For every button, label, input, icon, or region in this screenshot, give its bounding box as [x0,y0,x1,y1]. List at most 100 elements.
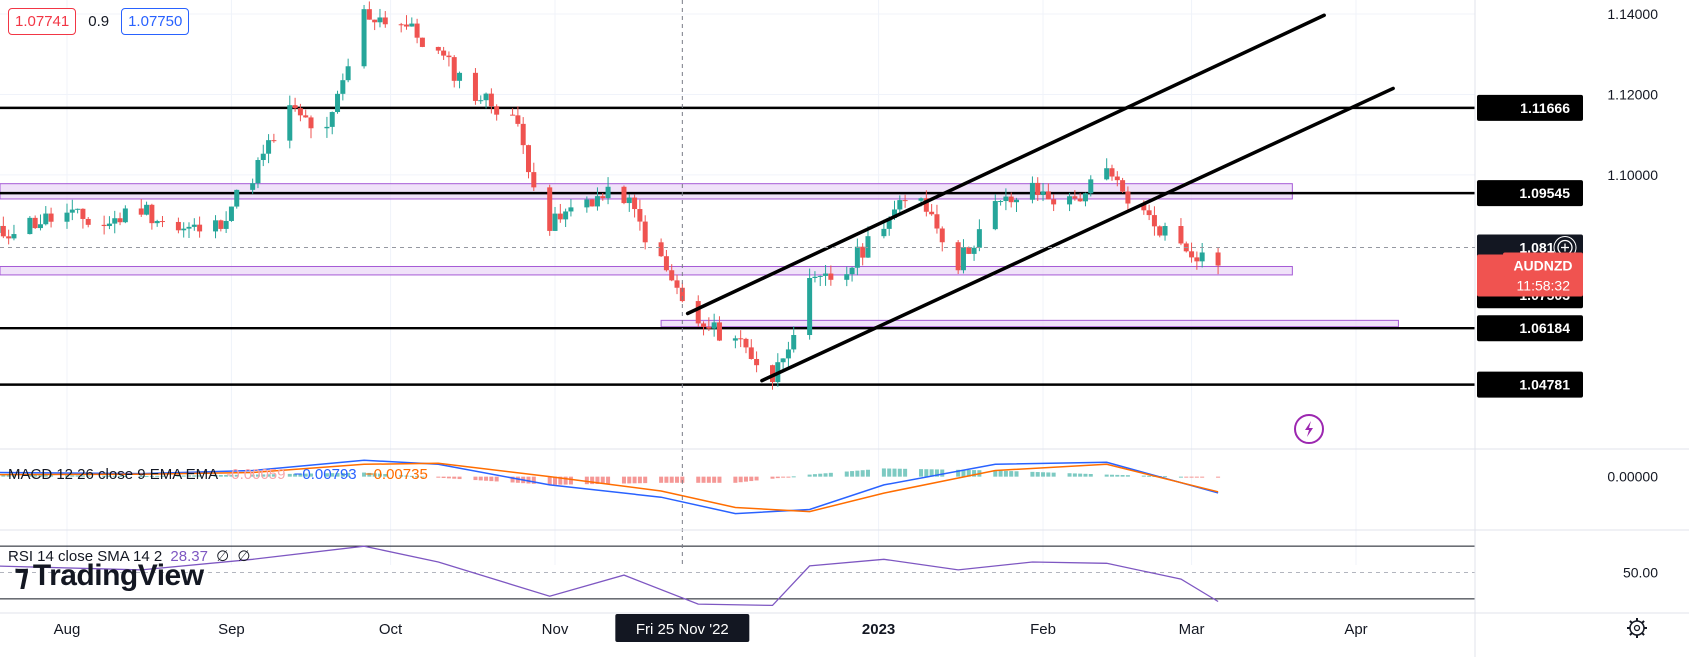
crosshair-date-label: Fri 25 Nov '22 [636,621,729,638]
macd-histogram-bar [118,475,123,477]
candle-body [732,338,738,341]
rsi-extra-value: ∅ [237,548,251,565]
candle-body [1045,191,1051,200]
candle-body [186,226,192,229]
macd-histogram-bar [1083,473,1088,477]
macd-histogram-bar [510,476,515,483]
rsi-value: 28.37 [170,548,208,565]
candle-body [382,17,388,25]
candle-body [748,347,754,359]
candle-body [642,221,648,243]
time-tick-label-1: Sep [218,621,245,638]
symbol-badge-label: AUDNZD [1513,258,1572,274]
candle-body [292,105,298,109]
candle-body [1109,168,1115,177]
candle-body [101,224,107,227]
rsi-legend[interactable]: RSI 14 close SMA 14 2 28.37 ∅ ∅ [8,547,254,565]
macd-histogram-bar [309,473,314,477]
candle-body [478,100,484,102]
macd-histogram-bar [139,476,144,478]
candle-body [1072,196,1078,199]
macd-histogram-bar [563,476,568,485]
candle-body [525,145,531,173]
candle-body [568,207,574,212]
spread-value: 0.9 [88,13,110,30]
macd-histogram-bar [1104,474,1109,477]
macd-histogram-bar [489,476,494,482]
macd-histogram-bar [1035,472,1040,477]
sell-price-button[interactable]: 1.07741 [8,8,77,35]
candle-body [43,213,49,225]
candle-body [48,213,54,222]
level-label-0: 1.11666 [1520,100,1570,116]
candle-body [754,358,760,366]
macd-histogram-bar [65,475,69,477]
macd-histogram-bar [696,476,701,483]
price-tick-label-2: 1.10000 [1607,167,1658,183]
macd-legend[interactable]: MACD 12 26 close 9 EMA EMA -0.00059 −0.0… [8,466,432,483]
candle-body [260,153,266,161]
candle-body [488,93,494,107]
candle-body [27,217,33,235]
candle-body [563,211,569,220]
macd-histogram-bar [404,475,409,477]
macd-histogram-bar [457,476,462,480]
macd-histogram-bar [43,475,48,477]
candle-body [451,57,457,81]
macd-histogram-bar [27,474,32,477]
macd-histogram-bar [600,476,605,484]
candle-body [510,114,516,116]
macd-histogram-bar [473,476,478,481]
buy-price-button[interactable]: 1.07750 [121,8,190,35]
macd-histogram-bar [436,476,441,478]
macd-histogram-bar [187,475,192,477]
macd-histogram-bar [1051,472,1056,477]
macd-histogram-bar [881,468,886,477]
candle-body [626,197,632,204]
lightning-event-icon[interactable] [1294,414,1324,444]
level-label-4-bg [1477,371,1583,398]
candle-body [303,115,309,118]
macd-histogram-bar [70,475,75,477]
macd-histogram-bar [1200,476,1205,478]
gear-icon[interactable] [1627,618,1647,638]
candle-body [976,229,982,248]
candle-body [605,186,611,199]
time-tick-label-3: Nov [542,621,569,638]
macd-histogram-bar [675,476,680,483]
candle-body [287,105,293,141]
candle-body [669,270,675,281]
candle-body [483,93,489,101]
candle-body [122,208,128,223]
macd-histogram-bar [791,476,796,478]
macd-histogram-bar [1141,475,1146,477]
macd-histogram-bar [961,469,966,477]
macd-histogram-bar [1147,475,1152,477]
macd-histogram-bar [743,476,748,482]
tradingview-logo[interactable]: ⁊ TradingView [14,558,204,593]
macd-histogram-bar [181,475,186,477]
macd-histogram-bar [770,476,775,479]
candle-body [1199,252,1205,262]
macd-histogram-bar [1009,471,1014,477]
candle-body [197,224,203,232]
candle-body [807,277,813,336]
macd-histogram-bar [250,474,255,477]
candle-body [297,108,303,116]
candle-body [1157,226,1163,236]
candle-body [1151,215,1157,227]
candle-body [255,160,261,184]
level-label-1-bg [1477,180,1583,207]
candle-body [865,236,871,258]
macd-histogram-bar [102,475,107,477]
macd-histogram-bar [526,476,531,484]
candle-body [998,201,1004,203]
macd-histogram-bar [446,476,451,479]
macd-histogram-bar [786,476,791,478]
macd-histogram-bar [213,475,218,477]
candle-body [1194,257,1200,262]
macd-title: MACD 12 26 close 9 EMA EMA [8,466,219,483]
candle-body [971,247,977,254]
candle-body [637,209,643,222]
